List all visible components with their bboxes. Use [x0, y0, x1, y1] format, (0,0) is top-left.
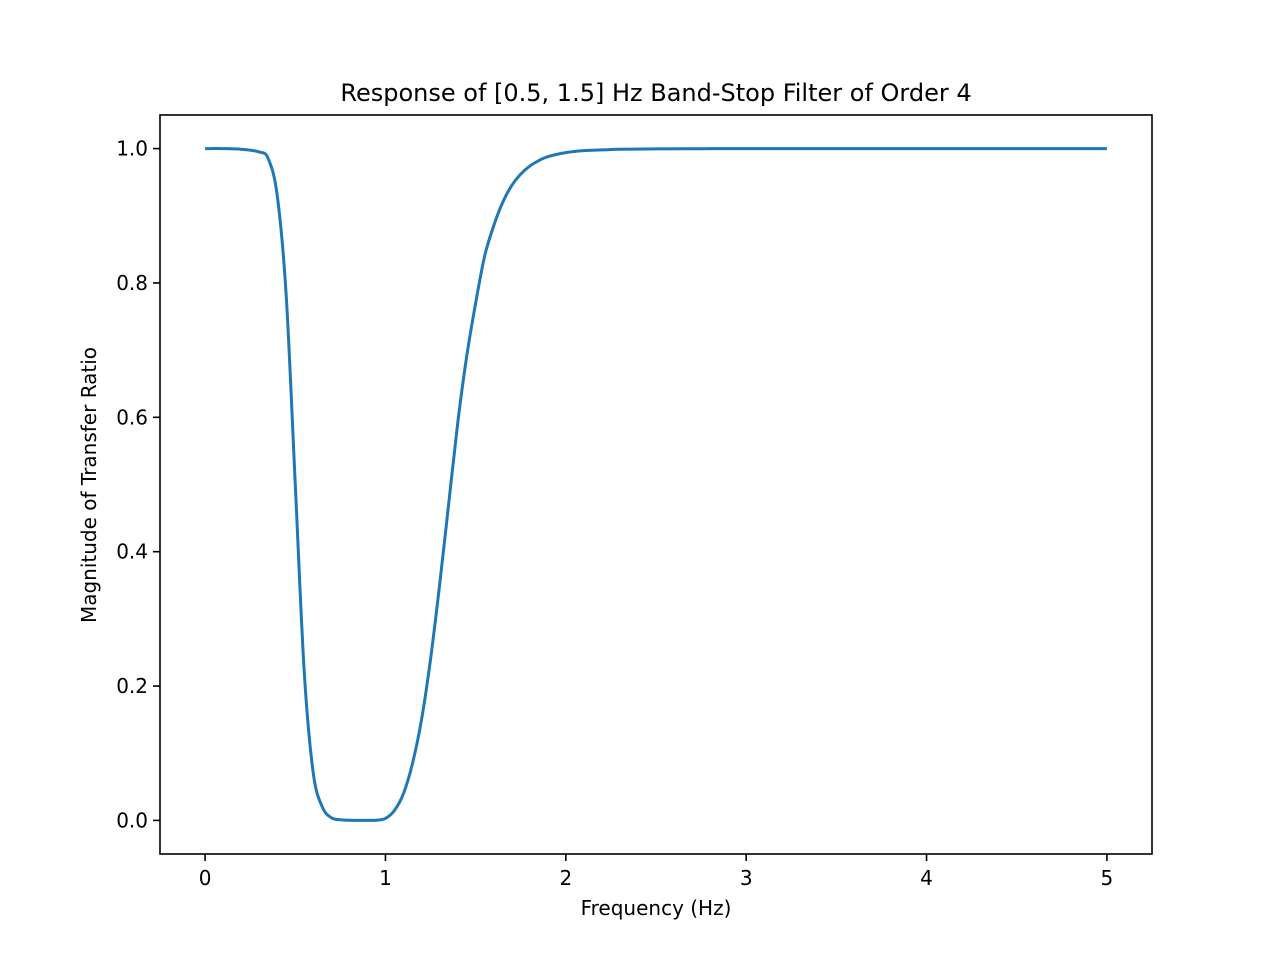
y-tick-label: 0.6: [116, 405, 148, 429]
ticks-layer: 0 1 2 3 4 5 0.0 0.2 0.4 0.6 0.8 1.0: [116, 137, 1113, 890]
x-axis-label: Frequency (Hz): [581, 896, 732, 920]
series-line: [205, 147, 1107, 822]
y-tick-label: 1.0: [116, 137, 148, 161]
x-tick-label: 1: [379, 866, 392, 890]
line-layer: [205, 147, 1107, 822]
x-tick-label: 3: [740, 866, 753, 890]
x-tick-label: 0: [199, 866, 212, 890]
y-tick-label: 0.4: [116, 540, 148, 564]
y-axis-label: Magnitude of Transfer Ratio: [77, 347, 101, 623]
chart-title: Response of [0.5, 1.5] Hz Band-Stop Filt…: [340, 79, 971, 107]
y-tick-label: 0.8: [116, 271, 148, 295]
plot-frame: [159, 114, 1153, 855]
x-tick-label: 5: [1101, 866, 1114, 890]
x-tick-label: 2: [559, 866, 572, 890]
x-tick-label: 4: [920, 866, 933, 890]
y-tick-label: 0.0: [116, 808, 148, 832]
y-tick-label: 0.2: [116, 674, 148, 698]
